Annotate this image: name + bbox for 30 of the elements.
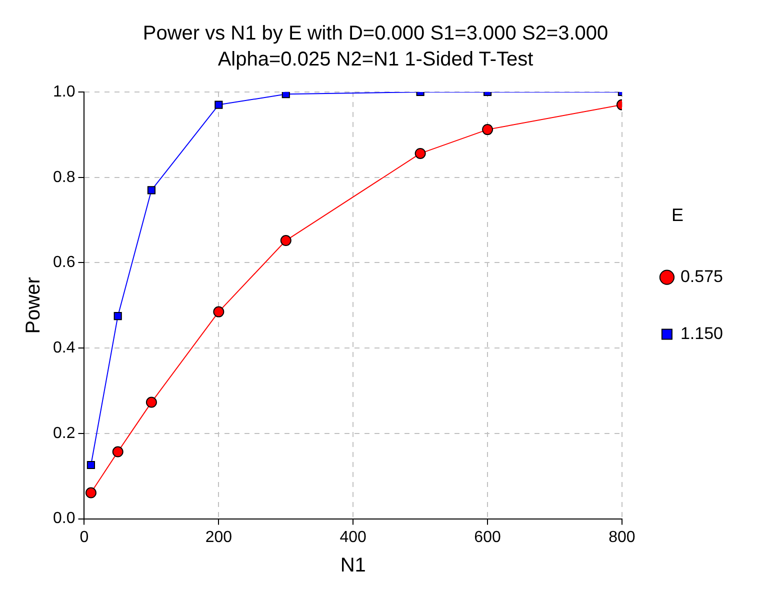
point <box>482 124 494 136</box>
legend-label: 1.150 <box>680 324 724 343</box>
point <box>213 306 224 318</box>
x-tick-label: 0 <box>80 528 89 546</box>
legend-label: 0.575 <box>680 266 724 286</box>
point <box>414 148 426 159</box>
x-tick-label: 800 <box>608 528 636 546</box>
point <box>86 460 95 470</box>
y-axis-title: Power <box>22 276 45 334</box>
y-tick-label: 0.6 <box>52 254 76 272</box>
point <box>147 186 156 194</box>
y-tick-label: 0.8 <box>52 168 76 186</box>
point <box>114 312 122 320</box>
point <box>282 92 290 98</box>
x-tick-label: 200 <box>205 528 232 546</box>
point <box>280 235 292 246</box>
point <box>85 487 96 498</box>
x-tick-label: 400 <box>340 528 367 546</box>
legend-title: E <box>671 205 684 226</box>
y-tick-label: 1.0 <box>52 83 76 100</box>
y-tick-label: 0.4 <box>52 339 76 356</box>
point <box>146 396 157 408</box>
chart-title: Power vs N1 by E with D=0.000 S1=3.000 S2=3.000 <box>142 22 608 45</box>
chart-subtitle: Alpha=0.025 N2=N1 1-Sided T-Test <box>218 48 534 71</box>
point <box>112 446 124 458</box>
x-tick-label: 600 <box>474 528 501 546</box>
x-axis-title: N1 <box>340 554 366 577</box>
y-tick-label: 0.0 <box>52 510 76 528</box>
point <box>214 100 223 109</box>
y-tick-label: 0.2 <box>52 424 76 442</box>
